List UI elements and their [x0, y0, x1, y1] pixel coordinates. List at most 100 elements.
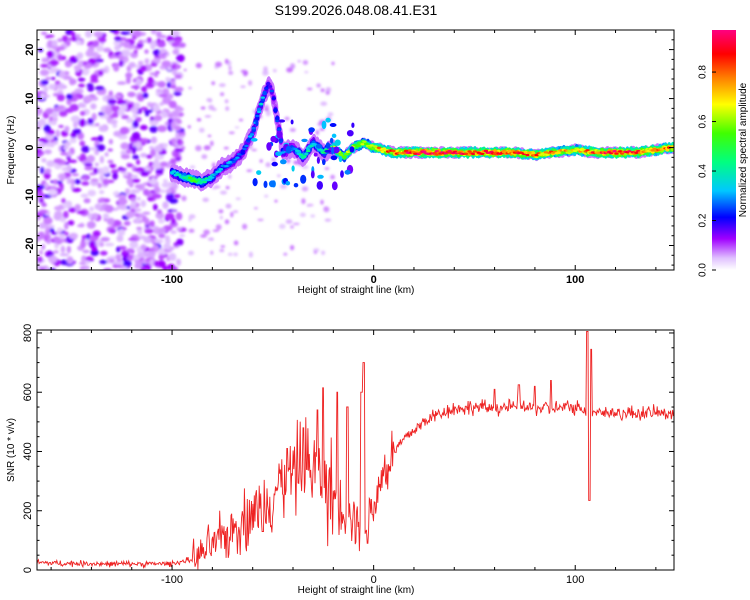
- heatmap-noise-blob: [238, 118, 244, 122]
- heatmap-noise-blob: [54, 80, 61, 85]
- heatmap-noise-blob: [61, 198, 66, 204]
- heatmap-noise-blob: [165, 188, 172, 195]
- heatmap-trace-blob: [331, 181, 338, 191]
- heatmap-noise-blob: [145, 112, 150, 117]
- heatmap-noise-blob: [224, 219, 230, 225]
- heatmap-trace-cell: [213, 172, 218, 175]
- heatmap-noise-blob: [80, 193, 89, 198]
- heatmap-noise-blob: [51, 111, 59, 119]
- heatmap-noise-blob: [196, 118, 202, 122]
- heatmap-noise-blob: [180, 134, 184, 140]
- y-tick-label: 20: [24, 43, 36, 55]
- heatmap-noise-blob: [98, 37, 107, 43]
- heatmap-noise-blob: [41, 203, 47, 207]
- heatmap-trace-cell: [432, 151, 438, 155]
- spectrogram-y-axis-label: Frequency (Hz): [6, 116, 17, 185]
- heatmap-trace-cell: [463, 152, 469, 155]
- heatmap-noise-blob: [59, 173, 65, 182]
- heatmap-noise-blob: [45, 227, 51, 231]
- heatmap-noise-blob: [176, 54, 185, 63]
- heatmap-noise-blob: [76, 39, 81, 46]
- heatmap-noise-blob: [116, 99, 127, 105]
- heatmap-trace-blob: [331, 146, 335, 155]
- heatmap-noise-blob: [53, 158, 63, 164]
- heatmap-noise-blob: [147, 196, 154, 202]
- heatmap-noise-blob: [53, 236, 60, 243]
- heatmap-trace-cell: [209, 176, 215, 179]
- heatmap-noise-blob: [41, 158, 47, 163]
- heatmap-noise-blob: [118, 245, 127, 250]
- heatmap-noise-blob: [81, 181, 90, 186]
- heatmap-noise-blob: [87, 212, 93, 220]
- heatmap-noise-blob: [98, 125, 107, 132]
- heatmap-noise-blob: [195, 145, 202, 152]
- heatmap-noise-blob: [166, 193, 171, 202]
- heatmap-noise-blob: [195, 62, 202, 69]
- heatmap-noise-blob: [74, 88, 84, 94]
- heatmap-noise-blob: [299, 212, 306, 217]
- heatmap-noise-blob: [99, 242, 104, 247]
- heatmap-noise-blob: [37, 231, 45, 240]
- heatmap-noise-blob: [39, 69, 50, 76]
- heatmap-noise-blob: [152, 103, 160, 112]
- heatmap-noise-blob: [119, 126, 130, 135]
- heatmap-noise-blob: [120, 142, 130, 150]
- heatmap-trace-cell: [371, 147, 376, 150]
- x-tick-label: -100: [161, 574, 183, 586]
- heatmap-trace-cell: [177, 173, 182, 177]
- heatmap-trace-cell: [267, 85, 273, 88]
- heatmap-noise-blob: [66, 93, 73, 100]
- heatmap-trace-blob: [349, 146, 355, 153]
- heatmap-noise-blob: [68, 159, 78, 163]
- heatmap-noise-blob: [83, 198, 91, 204]
- heatmap-noise-blob: [140, 200, 147, 208]
- heatmap-noise-blob: [123, 221, 131, 226]
- heatmap-noise-blob: [126, 117, 134, 124]
- heatmap-noise-blob: [133, 30, 142, 38]
- heatmap-noise-blob: [98, 111, 105, 117]
- heatmap-trace-cell: [527, 151, 532, 154]
- heatmap-noise-blob: [132, 178, 141, 183]
- heatmap-noise-blob: [265, 162, 271, 168]
- heatmap-noise-blob: [219, 248, 225, 253]
- snr-x-ticks: -100 0 100: [50, 330, 657, 586]
- heatmap-noise-blob: [64, 222, 69, 230]
- heatmap-noise-blob: [97, 135, 104, 143]
- heatmap-noise-blob: [40, 92, 45, 100]
- heatmap-trace-cell: [188, 176, 193, 179]
- heatmap-trace-cell: [240, 152, 245, 155]
- heatmap-noise-blob: [110, 169, 119, 174]
- heatmap-trace-cell: [255, 114, 260, 118]
- heatmap-noise-blob: [215, 224, 222, 231]
- heatmap-noise-blob: [78, 83, 85, 88]
- heatmap-noise-blob: [330, 174, 335, 180]
- heatmap-noise-blob: [129, 240, 139, 249]
- heatmap-noise-blob: [37, 142, 46, 149]
- heatmap-trace-cell: [422, 150, 427, 153]
- heatmap-noise-blob: [133, 217, 142, 223]
- heatmap-noise-blob: [174, 86, 184, 93]
- heatmap-noise-blob: [39, 249, 43, 255]
- heatmap-trace-blob: [325, 142, 331, 149]
- heatmap-noise-blob: [264, 194, 269, 198]
- heatmap-noise-blob: [158, 93, 168, 98]
- heatmap-noise-blob: [110, 55, 118, 59]
- heatmap-noise-blob: [55, 210, 63, 218]
- heatmap-noise-blob: [58, 70, 66, 79]
- heatmap-trace-blob: [325, 117, 331, 123]
- heatmap-noise-blob: [37, 138, 48, 142]
- heatmap-noise-blob: [45, 133, 55, 141]
- heatmap-noise-blob: [112, 172, 118, 180]
- heatmap-noise-blob: [154, 239, 164, 244]
- heatmap-noise-blob: [153, 158, 160, 167]
- heatmap-noise-blob: [135, 208, 142, 212]
- heatmap-trace-blob: [315, 143, 323, 149]
- heatmap-noise-blob: [157, 81, 166, 88]
- heatmap-noise-blob: [134, 184, 143, 189]
- heatmap-trace-cell: [217, 170, 222, 173]
- heatmap-noise-blob: [316, 83, 321, 88]
- heatmap-trace-blob: [310, 170, 315, 179]
- heatmap-noise-blob: [155, 168, 164, 173]
- heatmap-noise-blob: [127, 91, 136, 98]
- heatmap-trace-blob: [308, 127, 315, 133]
